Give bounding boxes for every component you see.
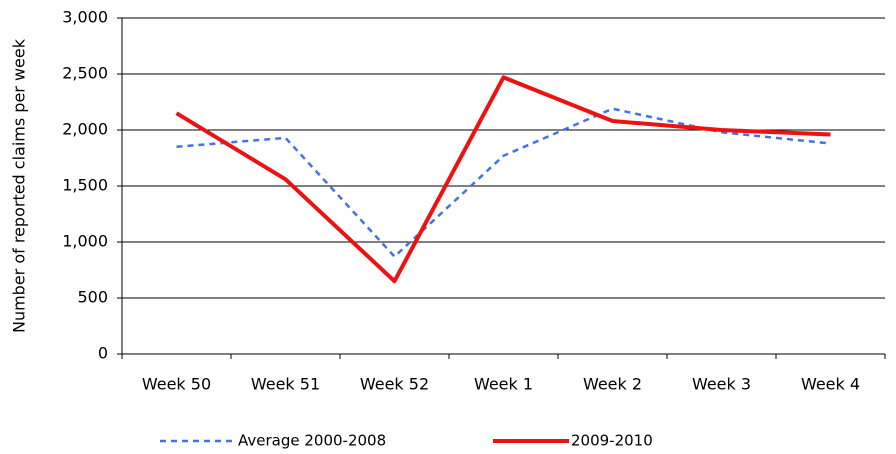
x-tick-label: Week 50	[142, 375, 211, 394]
y-tick-label: 500	[77, 288, 108, 307]
x-tick-label: Week 1	[474, 375, 533, 394]
y-tick-label: 0	[98, 344, 108, 363]
y-tick-label: 1,000	[62, 232, 108, 251]
legend-label: 2009-2010	[571, 432, 653, 450]
series-line	[175, 75, 831, 284]
y-tick-label: 2,000	[62, 120, 108, 139]
legend-label: Average 2000-2008	[238, 432, 386, 450]
y-axis-label: Number of reported claims per week	[10, 38, 29, 333]
x-tick-label: Week 4	[801, 375, 860, 394]
x-tick-label: Week 51	[251, 375, 320, 394]
y-tick-label: 2,500	[62, 64, 108, 83]
x-tick-label: Week 2	[583, 375, 642, 394]
x-tick-label: Week 52	[360, 375, 429, 394]
y-tick-label: 3,000	[62, 8, 108, 27]
x-tick-label: Week 3	[692, 375, 751, 394]
series-line	[176, 107, 831, 258]
y-tick-label: 1,500	[62, 176, 108, 195]
